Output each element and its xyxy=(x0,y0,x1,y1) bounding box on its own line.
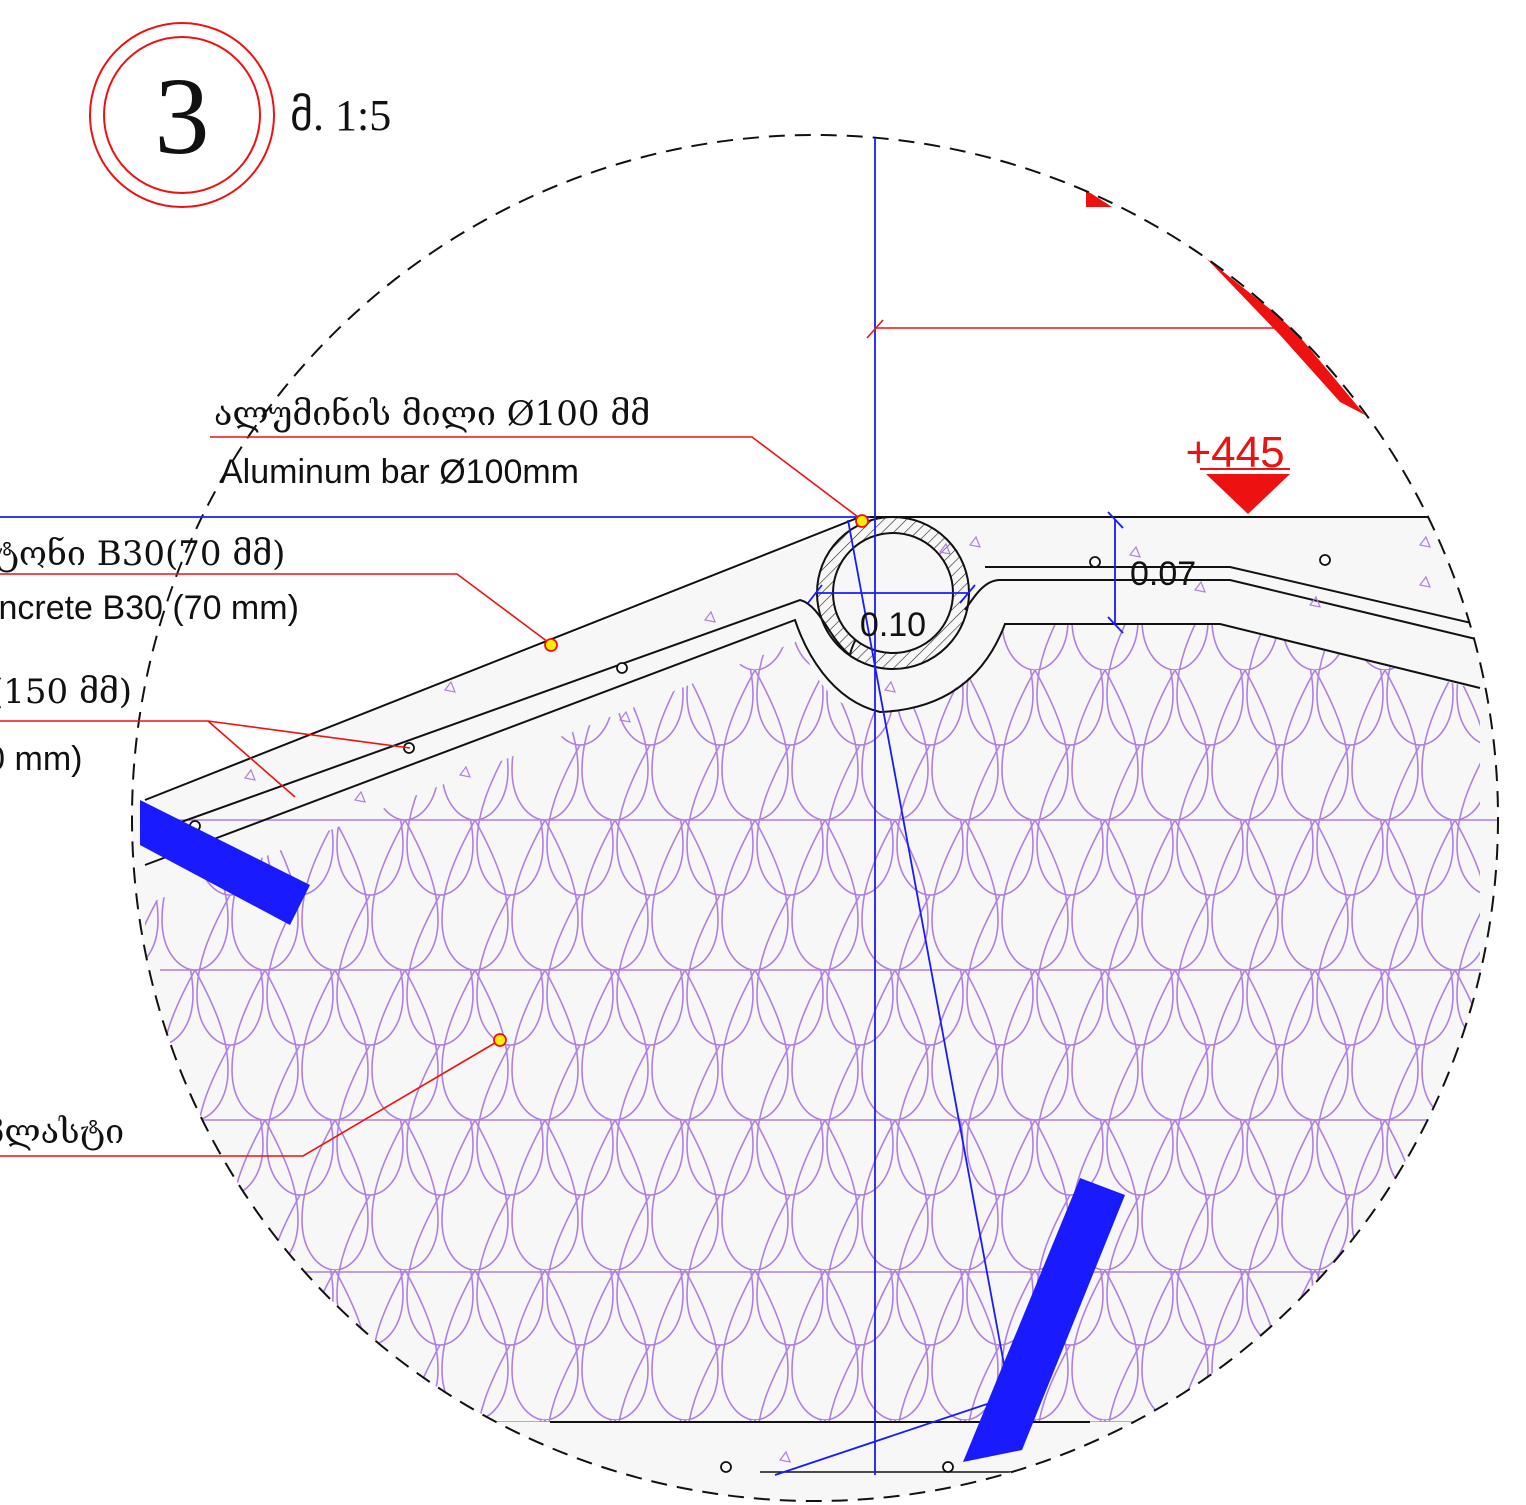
leader-markers xyxy=(493,514,869,1047)
slab-thickness-dim: 0.07 xyxy=(1130,555,1196,593)
axis-lines xyxy=(0,138,1124,1476)
layer2-label-en: (150 mm) xyxy=(0,740,82,778)
elevation-marker: +445 xyxy=(1185,428,1290,514)
aluminum-label-en: Aluminum bar Ø100mm xyxy=(220,453,579,491)
detail-number-bubble: 3 xyxy=(89,22,275,208)
leader-lines xyxy=(0,319,1285,1157)
aluminum-label-geo: ალუმინის მილი Ø100 მმ xyxy=(214,394,650,434)
detail-boundary xyxy=(131,134,1499,1502)
pipe-diameter-dim: 0.10 xyxy=(860,606,926,644)
concrete-label-geo: ბეტონი B30(70 მმ) xyxy=(0,534,285,574)
section-marker-bottom xyxy=(963,1178,1125,1462)
insulation-layer xyxy=(145,624,1480,1430)
section-marker-left xyxy=(140,800,310,925)
plastic-label-geo: პლასტი xyxy=(0,1112,124,1152)
layer2-label-geo: (150 მმ) xyxy=(0,672,132,712)
concrete-aggregate xyxy=(243,535,1431,1463)
detail-scale: მ. 1:5 xyxy=(290,91,391,140)
concrete-label-en: Concrete B30 (70 mm) xyxy=(0,589,299,627)
detail-number: 3 xyxy=(155,55,210,177)
